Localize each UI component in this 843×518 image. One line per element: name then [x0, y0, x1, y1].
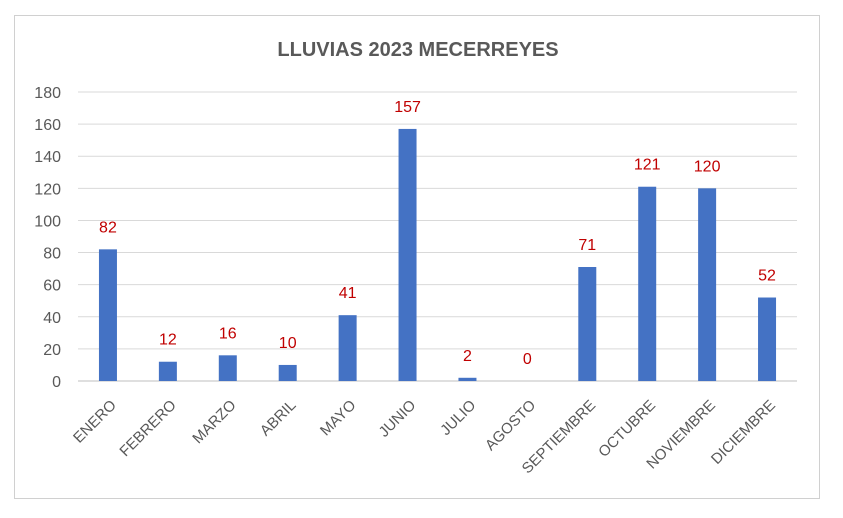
- x-tick-label: OCTUBRE: [595, 397, 659, 461]
- x-tick-label: DICIEMBRE: [708, 397, 779, 468]
- y-tick-label: 80: [43, 246, 61, 263]
- data-label: 52: [758, 268, 776, 285]
- bar-octubre: [638, 186, 657, 381]
- data-label: 41: [339, 285, 357, 302]
- data-label: 121: [634, 157, 661, 174]
- y-tick-label: 0: [52, 374, 61, 391]
- x-tick-label: ABRIL: [257, 397, 300, 440]
- bar-enero: [98, 249, 117, 381]
- bar-marzo: [218, 355, 237, 381]
- chart-frame: [14, 15, 820, 499]
- data-label: 157: [394, 99, 421, 116]
- y-tick-label: 60: [43, 278, 61, 295]
- x-tick-label: JULIO: [437, 397, 479, 439]
- bar-febrero: [158, 361, 177, 381]
- data-label: 82: [99, 219, 117, 236]
- data-label: 16: [219, 325, 237, 342]
- data-label: 2: [463, 348, 472, 365]
- x-tick-label: ENERO: [70, 397, 120, 447]
- data-label: 120: [694, 158, 721, 175]
- y-tick-label: 120: [34, 181, 61, 198]
- chart-title: LLUVIAS 2023 MECERREYES: [277, 39, 558, 61]
- bar-septiembre: [578, 267, 597, 381]
- x-tick-label: JUNIO: [376, 397, 420, 441]
- bar-junio: [398, 128, 417, 381]
- y-tick-label: 100: [34, 213, 61, 230]
- x-tick-label: AGOSTO: [482, 397, 539, 454]
- data-label: 10: [279, 335, 297, 352]
- y-tick-label: 140: [34, 149, 61, 166]
- data-label: 0: [523, 351, 532, 368]
- bar-mayo: [338, 315, 357, 381]
- y-tick-label: 40: [43, 310, 61, 327]
- y-tick-label: 180: [34, 85, 61, 102]
- data-label: 12: [159, 332, 177, 349]
- x-tick-label: FEBRERO: [116, 397, 179, 460]
- bar-abril: [278, 364, 297, 381]
- y-tick-label: 160: [34, 117, 61, 134]
- bar-julio: [458, 377, 477, 381]
- bar-noviembre: [698, 188, 717, 381]
- data-label: 71: [578, 237, 596, 254]
- x-tick-label: MARZO: [189, 397, 239, 447]
- bar-diciembre: [758, 297, 777, 381]
- y-tick-label: 20: [43, 342, 61, 359]
- x-tick-label: MAYO: [317, 397, 359, 439]
